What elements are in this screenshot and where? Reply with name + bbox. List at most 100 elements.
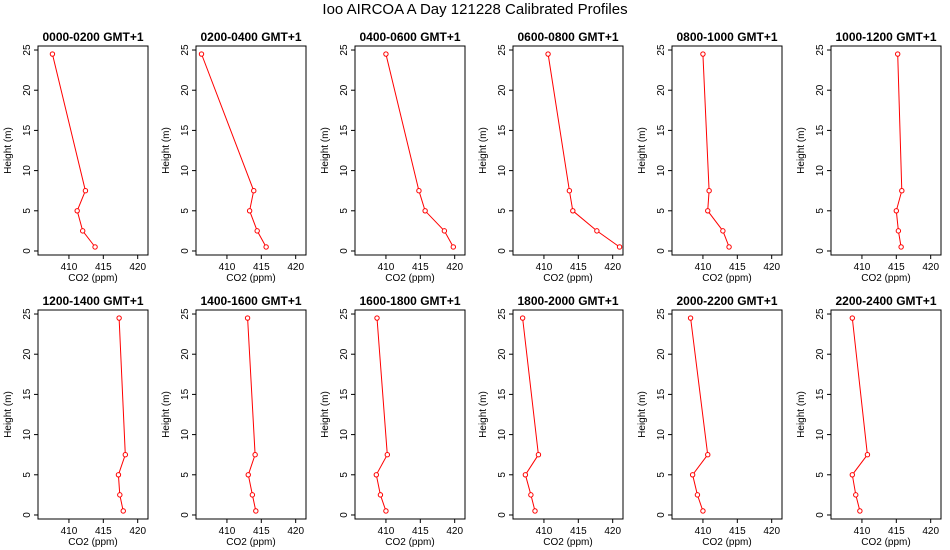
y-tick-label: 10 (656, 429, 667, 441)
x-tick-label: 415 (888, 526, 905, 537)
data-point (849, 472, 856, 478)
y-tick-label: 0 (815, 512, 826, 518)
x-tick-label: 420 (604, 526, 621, 537)
data-point (522, 472, 529, 478)
y-tick-label: 20 (656, 84, 667, 96)
plot-frame (671, 45, 783, 256)
profile-line (117, 317, 126, 512)
x-tick-label: 410 (219, 262, 236, 273)
y-tick-label: 10 (180, 429, 191, 441)
panel-title: 1800-2000 GMT+1 (517, 294, 618, 308)
data-point (706, 187, 712, 194)
profile-line (385, 53, 454, 248)
x-tick-label: 410 (378, 526, 395, 537)
x-axis-label: CO2 (ppm) (226, 537, 275, 548)
data-point (700, 508, 706, 514)
panel-title: 1200-1400 GMT+1 (42, 294, 143, 308)
x-tick-label: 415 (95, 526, 112, 537)
x-tick-label: 410 (219, 526, 236, 537)
data-point (249, 492, 256, 498)
y-tick-label: 10 (22, 165, 33, 177)
data-point (117, 492, 123, 498)
y-tick-label: 20 (180, 84, 191, 96)
x-tick-label: 410 (695, 262, 712, 273)
x-tick-label: 420 (763, 262, 780, 273)
profile-line (690, 317, 709, 512)
y-tick-label: 20 (497, 84, 508, 96)
data-point (120, 508, 126, 514)
y-tick-label: 5 (815, 472, 826, 478)
panel-title: 1000-1200 GMT+1 (835, 30, 936, 44)
y-tick-label: 15 (656, 124, 667, 136)
y-axis-label: Height (m) (161, 127, 172, 174)
y-tick-label: 20 (815, 84, 826, 96)
y-tick-label: 25 (497, 308, 508, 320)
data-point (115, 472, 122, 478)
y-tick-label: 0 (497, 512, 508, 518)
data-point (244, 315, 251, 321)
y-tick-label: 15 (815, 388, 826, 400)
data-point (245, 472, 251, 478)
data-point (687, 315, 694, 321)
y-tick-label: 5 (497, 472, 508, 478)
data-point (383, 508, 389, 514)
y-tick-label: 5 (656, 472, 667, 478)
profile-line (522, 317, 539, 512)
data-point (898, 244, 904, 250)
profile-line (51, 53, 96, 248)
x-tick-label: 420 (922, 526, 939, 537)
plot-frame (830, 45, 942, 256)
data-point (79, 228, 86, 234)
y-tick-label: 10 (815, 429, 826, 441)
x-tick-label: 410 (854, 262, 871, 273)
plot-frame (354, 309, 466, 520)
y-tick-label: 5 (22, 208, 33, 214)
y-tick-label: 5 (180, 472, 191, 478)
y-tick-label: 10 (180, 165, 191, 177)
y-tick-label: 15 (22, 124, 33, 136)
profile-line (851, 317, 868, 512)
x-tick-label: 410 (61, 526, 78, 537)
y-tick-label: 25 (497, 44, 508, 56)
y-tick-label: 10 (656, 165, 667, 177)
y-axis-label: Height (m) (478, 391, 489, 438)
x-tick-label: 415 (570, 262, 587, 273)
x-tick-label: 410 (854, 526, 871, 537)
data-point (899, 187, 905, 194)
y-tick-label: 20 (339, 348, 350, 360)
x-axis-label: CO2 (ppm) (702, 273, 751, 284)
x-tick-label: 420 (922, 262, 939, 273)
y-tick-label: 20 (180, 348, 191, 360)
y-tick-label: 0 (339, 512, 350, 518)
y-tick-label: 0 (656, 512, 667, 518)
y-axis-label: Height (m) (637, 391, 648, 438)
data-point (849, 315, 856, 321)
plot-frame (37, 309, 149, 520)
y-tick-label: 25 (815, 44, 826, 56)
y-tick-label: 25 (22, 44, 33, 56)
y-axis-label: Height (m) (161, 391, 172, 438)
y-axis-label: Height (m) (320, 127, 331, 174)
data-point (253, 508, 259, 514)
y-tick-label: 20 (22, 348, 33, 360)
data-point (441, 228, 448, 234)
data-point (383, 51, 389, 57)
data-point (377, 492, 384, 498)
x-axis-label: CO2 (ppm) (68, 273, 117, 284)
data-point (894, 51, 901, 57)
y-tick-label: 25 (339, 308, 350, 320)
y-tick-label: 0 (339, 248, 350, 254)
page-title: Ioo AIRCOA A Day 121228 Calibrated Profi… (322, 1, 628, 18)
x-axis-label: CO2 (ppm) (861, 537, 910, 548)
data-point (594, 228, 600, 234)
y-tick-label: 0 (815, 248, 826, 254)
y-tick-label: 5 (22, 472, 33, 478)
data-point (254, 228, 260, 234)
y-tick-label: 25 (180, 308, 191, 320)
y-tick-label: 25 (339, 44, 350, 56)
x-axis-label: CO2 (ppm) (385, 537, 434, 548)
x-tick-label: 415 (412, 262, 429, 273)
panel-title: 0400-0600 GMT+1 (359, 30, 460, 44)
y-tick-label: 0 (497, 248, 508, 254)
data-point (616, 244, 623, 250)
